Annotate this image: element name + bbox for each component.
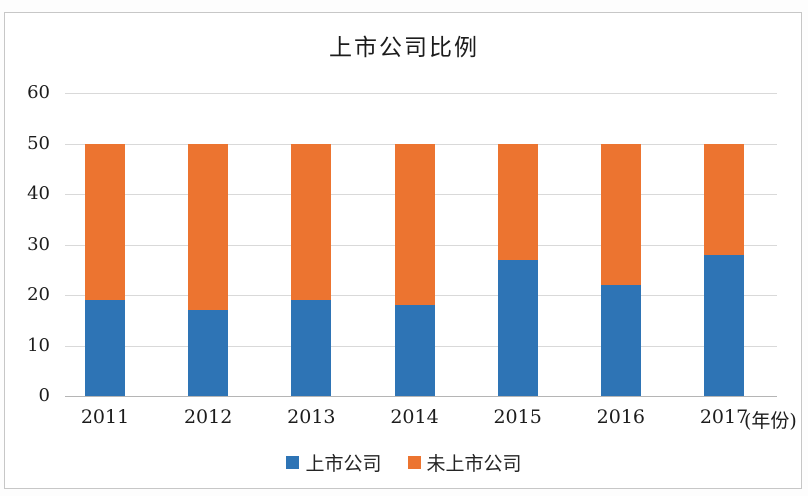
gridline-60 [65, 93, 777, 94]
bar-2017-unlisted [704, 143, 744, 255]
legend-item-unlisted: 未上市公司 [407, 449, 522, 476]
bar-2011-listed [85, 300, 125, 396]
bar-2015-unlisted [497, 143, 538, 260]
x-tick-label-2014: 2014 [390, 406, 439, 428]
bar-2016-unlisted [600, 143, 641, 285]
bar-2016-listed [600, 284, 641, 396]
legend-label-listed: 上市公司 [305, 453, 382, 475]
y-tick-label-60: 60 [27, 82, 50, 103]
x-axis-unit-label: (年份) [744, 410, 797, 432]
chart-title: 上市公司比例 [329, 35, 479, 61]
legend-label-unlisted: 未上市公司 [426, 453, 522, 475]
legend-swatch-listed [286, 456, 300, 469]
bar-2012-unlisted [188, 143, 229, 311]
bar-2013-unlisted [291, 143, 332, 301]
y-tick-label-50: 50 [27, 132, 50, 154]
x-tick-label-2011: 2011 [80, 406, 130, 428]
y-tick-label-30: 30 [27, 233, 50, 255]
y-tick-label-0: 0 [38, 385, 50, 406]
legend-swatch-unlisted [407, 456, 421, 469]
x-tick-label-2016: 2016 [596, 406, 645, 428]
x-tick-label-2012: 2012 [183, 406, 233, 428]
bar-2014-unlisted [394, 143, 435, 306]
bar-2017-listed [704, 254, 744, 396]
y-tick-label-10: 10 [27, 334, 50, 356]
legend: 上市公司 未上市公司 [0, 449, 808, 476]
bar-2013-listed [291, 300, 332, 396]
x-tick-label-2013: 2013 [287, 406, 336, 428]
bar-2015-listed [497, 259, 538, 396]
y-tick-label-20: 20 [27, 284, 50, 305]
bar-2014-listed [394, 305, 435, 396]
y-tick-label-40: 40 [27, 183, 50, 204]
legend-item-listed: 上市公司 [286, 449, 382, 476]
x-axis-line [65, 396, 777, 397]
bar-2011-unlisted [85, 143, 125, 301]
bar-2012-listed [188, 310, 229, 396]
x-tick-label-2017: 2017 [699, 406, 749, 428]
x-tick-label-2015: 2015 [493, 406, 542, 428]
